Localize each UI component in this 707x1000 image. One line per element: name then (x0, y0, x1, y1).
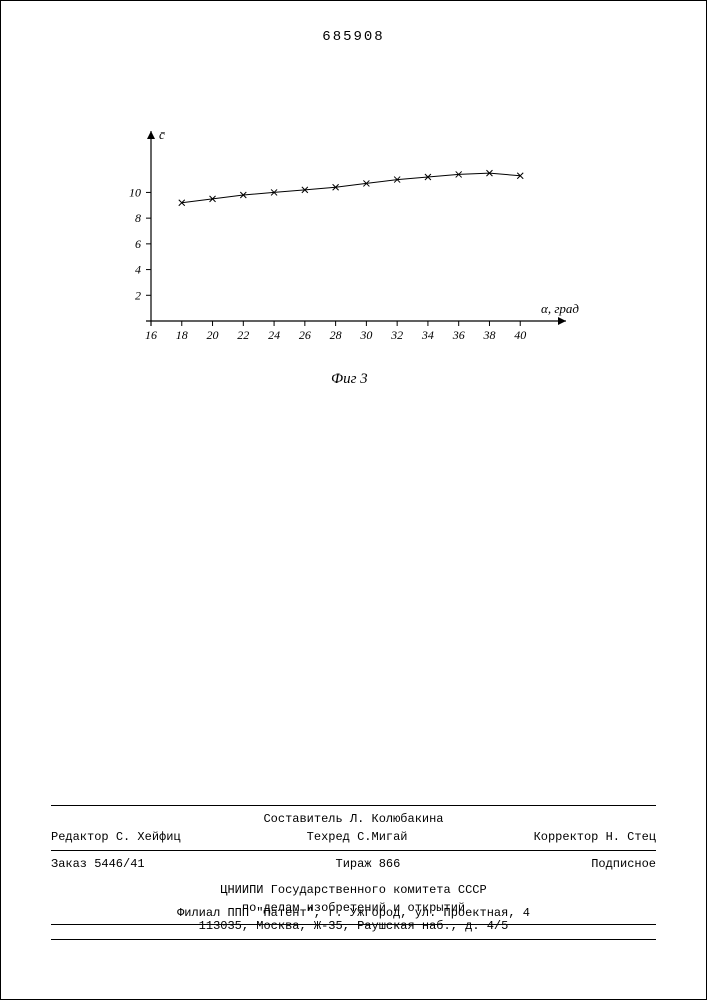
techred: Техред С.Мигай (307, 830, 408, 844)
svg-text:c̄: c̄ (159, 127, 166, 142)
branch-text: Филиал ППП "Патент", г. Ужгород, ул. Про… (51, 906, 656, 920)
svg-text:38: 38 (482, 328, 495, 342)
svg-text:10: 10 (129, 185, 141, 199)
org-line-1: ЦНИИПИ Государственного комитета СССР (51, 881, 656, 899)
techred-name: С.Мигай (357, 830, 407, 844)
svg-text:32: 32 (390, 328, 403, 342)
editor-name: С. Хейфиц (116, 830, 181, 844)
svg-text:40: 40 (514, 328, 526, 342)
svg-text:30: 30 (359, 328, 372, 342)
chart-figure-3: 16182022242628303234363840246810c̄α, гра… (101, 121, 581, 361)
svg-text:4: 4 (135, 263, 141, 277)
compiler: Составитель Л. Колюбакина (263, 812, 443, 826)
svg-text:22: 22 (237, 328, 249, 342)
svg-text:8: 8 (135, 211, 141, 225)
footer-row-credits-top: Составитель Л. Колюбакина (51, 810, 656, 828)
circulation: Тираж 866 (336, 857, 401, 871)
editor: Редактор С. Хейфиц (51, 830, 181, 844)
svg-text:18: 18 (176, 328, 188, 342)
svg-text:16: 16 (145, 328, 157, 342)
page: 685908 16182022242628303234363840246810c… (0, 0, 707, 1000)
svg-text:24: 24 (268, 328, 280, 342)
svg-text:28: 28 (330, 328, 342, 342)
corrector-label: Корректор (534, 830, 599, 844)
subscription: Подписное (591, 857, 656, 871)
footer-row-credits: Редактор С. Хейфиц Техред С.Мигай Коррек… (51, 828, 656, 846)
compiler-label: Составитель (263, 812, 342, 826)
svg-text:34: 34 (421, 328, 434, 342)
svg-text:20: 20 (207, 328, 219, 342)
figure-caption: Фиг 3 (331, 371, 368, 388)
compiler-name: Л. Колюбакина (350, 812, 444, 826)
svg-text:26: 26 (299, 328, 311, 342)
document-number: 685908 (322, 29, 384, 45)
svg-text:36: 36 (452, 328, 465, 342)
corrector-name: Н. Стец (606, 830, 656, 844)
svg-text:6: 6 (135, 237, 141, 251)
editor-label: Редактор (51, 830, 109, 844)
corrector: Корректор Н. Стец (534, 830, 656, 844)
chart-svg: 16182022242628303234363840246810c̄α, гра… (101, 121, 581, 361)
order-number: Заказ 5446/41 (51, 857, 145, 871)
techred-label: Техред (307, 830, 350, 844)
svg-text:2: 2 (135, 288, 141, 302)
branch-block: Филиал ППП "Патент", г. Ужгород, ул. Про… (51, 906, 656, 929)
svg-text:α, град: α, град (541, 301, 579, 316)
footer-row-print: Заказ 5446/41 Тираж 866 Подписное (51, 855, 656, 873)
